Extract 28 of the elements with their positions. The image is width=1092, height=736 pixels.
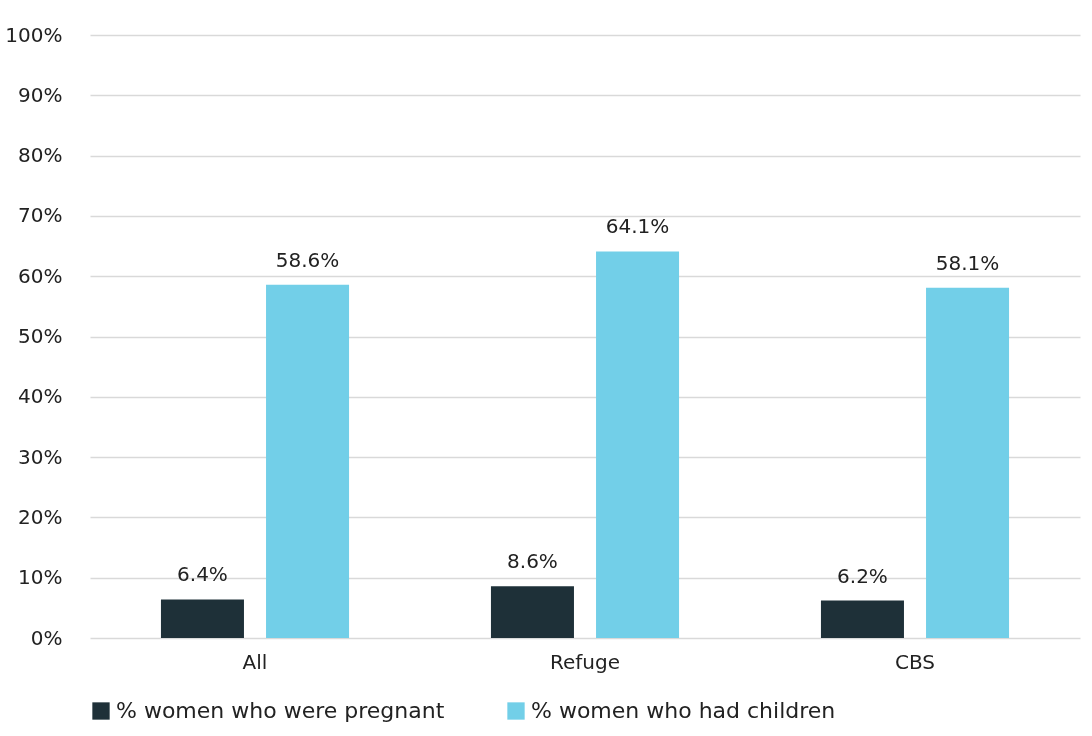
legend-label: % women who were pregnant bbox=[116, 698, 445, 723]
bar bbox=[926, 287, 1010, 638]
y-tick-label: 20% bbox=[18, 504, 63, 529]
bar bbox=[160, 599, 244, 638]
y-tick-label: 90% bbox=[18, 82, 63, 107]
y-tick-label: 0% bbox=[30, 625, 63, 650]
y-tick-label: 10% bbox=[18, 565, 63, 590]
data-label: 6.2% bbox=[837, 563, 888, 588]
bar bbox=[490, 586, 574, 638]
data-label: 58.6% bbox=[275, 247, 340, 272]
x-tick-label: CBS bbox=[894, 649, 936, 674]
y-tick-label: 80% bbox=[18, 143, 63, 168]
data-label: 58.1% bbox=[935, 250, 1000, 275]
data-label: 64.1% bbox=[605, 214, 670, 239]
bar bbox=[266, 284, 350, 638]
y-tick-label: 30% bbox=[18, 444, 63, 469]
y-tick-label: 100% bbox=[5, 22, 63, 47]
data-label: 8.6% bbox=[507, 549, 558, 574]
bar bbox=[596, 251, 680, 638]
x-tick-label: All bbox=[242, 649, 268, 674]
y-tick-label: 70% bbox=[18, 203, 63, 228]
bar bbox=[820, 600, 904, 638]
legend-label: % women who had children bbox=[531, 698, 836, 723]
y-tick-label: 50% bbox=[18, 324, 63, 348]
y-tick-label: 60% bbox=[18, 263, 63, 288]
x-tick-label: Refuge bbox=[549, 649, 621, 674]
data-label: 6.4% bbox=[177, 562, 228, 587]
y-tick-label: 40% bbox=[18, 384, 63, 409]
